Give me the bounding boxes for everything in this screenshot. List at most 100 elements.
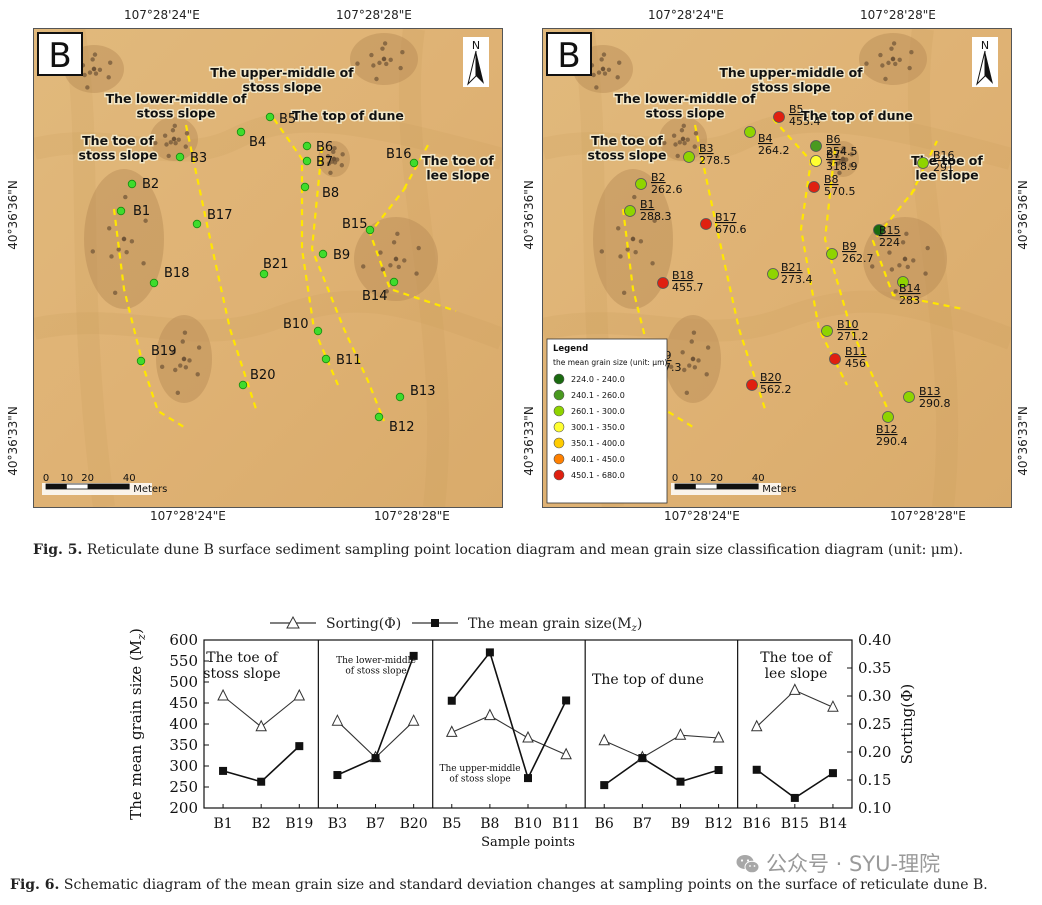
- fig5-right-lat-1: 40°36'36"N: [521, 180, 536, 250]
- dune-ridge: [63, 29, 115, 507]
- shrub-dot: [182, 330, 188, 335]
- sample-point-b5: [265, 112, 275, 122]
- legend-sorting-text: Sorting(Φ): [326, 616, 401, 632]
- x-axis-label: Sample points: [481, 835, 575, 850]
- mz-point-16: [828, 769, 837, 778]
- point-label-b16: B16: [386, 147, 411, 162]
- x-tick-label: B7: [633, 816, 652, 832]
- fig6-caption-text: Schematic diagram of the mean grain size…: [63, 877, 988, 893]
- x-tick-label: B10: [514, 816, 542, 832]
- sample-point-b15: [873, 224, 885, 236]
- point-label-b11: B11: [336, 353, 361, 368]
- mz-point-5: [409, 651, 418, 660]
- x-tick-label: B3: [328, 816, 347, 832]
- legend-range: 450.1 - 680.0: [571, 471, 625, 480]
- shrub-dot: [97, 67, 103, 72]
- point-label-b11: B11: [845, 345, 867, 358]
- shrub-dot: [638, 239, 644, 244]
- x-tick-label: B16: [743, 816, 771, 832]
- sample-point-b17: [192, 219, 202, 229]
- shrub-dot: [183, 365, 189, 370]
- point-label-b13: B13: [919, 385, 941, 398]
- zone-label: The upper-middle of stoss slope: [719, 65, 863, 94]
- shrub-dot: [843, 157, 849, 162]
- left-tick-label: 450: [169, 694, 198, 712]
- shrub-dot: [196, 345, 202, 350]
- shrub-dot: [691, 330, 697, 335]
- sample-point-b11: [829, 353, 841, 365]
- point-label-b3: B3: [190, 151, 207, 166]
- shrub-dot: [880, 63, 885, 68]
- right-tick-label: 0.35: [858, 659, 891, 677]
- point-label-b17: B17: [207, 208, 232, 223]
- point-label-b2: B2: [651, 171, 666, 184]
- left-tick-label: 300: [169, 757, 198, 775]
- legend-swatch: [553, 405, 565, 417]
- shrub-dot: [82, 72, 87, 78]
- fig6-chart: Sorting(Φ) The mean grain size(Mz) 200 25…: [127, 615, 916, 850]
- shrub-dot: [704, 372, 709, 377]
- point-label-b10: B10: [837, 318, 859, 331]
- shrub-dot: [630, 236, 636, 242]
- legend-sorting-marker: [286, 615, 300, 629]
- shrub-dot: [374, 76, 379, 82]
- shrub-dot: [369, 52, 374, 58]
- shrub-dot: [355, 61, 360, 66]
- shrub-dot: [112, 290, 118, 296]
- x-tick-label: B11: [552, 816, 580, 832]
- shrub-dot: [834, 154, 840, 159]
- fig5-right-lat-r2: 40°36'33"N: [1015, 406, 1030, 476]
- point-label-b21: B21: [263, 257, 288, 272]
- sample-point-b20: [746, 379, 758, 391]
- shrub-dot: [92, 52, 98, 57]
- point-value-b4: 264.2: [758, 144, 790, 157]
- shrub-dot: [361, 264, 366, 269]
- sample-point-b10: [821, 325, 833, 337]
- wechat-icon: [736, 854, 760, 874]
- mz-point-13: [714, 766, 723, 775]
- scale-tick-label: 40: [123, 473, 136, 484]
- shrub-dot: [897, 57, 902, 63]
- shrub-dot: [171, 350, 176, 355]
- sorting-point-2: [293, 688, 306, 701]
- shrub-dot: [164, 142, 169, 147]
- legend-range: 400.1 - 450.0: [571, 455, 625, 464]
- fig6-caption: Fig. 6. Schematic diagram of the mean gr…: [10, 877, 988, 893]
- point-label-b15: B15: [879, 224, 901, 237]
- legend-range: 224.0 - 240.0: [571, 375, 625, 384]
- shrub-dot: [870, 264, 875, 269]
- mz-point-10: [600, 781, 609, 790]
- point-label-b6: B6: [316, 140, 333, 155]
- zone-label: The toe of lee slope: [422, 153, 494, 182]
- mz-line: [603, 757, 719, 786]
- scale-tick-label: 10: [689, 473, 702, 484]
- shrub-dot: [692, 365, 698, 370]
- sample-point-b12: [882, 411, 894, 423]
- shrub-dot: [107, 226, 112, 231]
- scale-bar-seg1: [675, 484, 696, 489]
- sample-point-b13: [395, 392, 405, 402]
- scale-unit: Meters: [133, 484, 167, 495]
- point-label-b12: B12: [389, 420, 414, 435]
- shrub-dot: [889, 267, 895, 272]
- shrub-dot: [416, 245, 421, 251]
- sorting-point-0: [217, 688, 229, 701]
- shrub-dot: [402, 258, 407, 263]
- point-label-b1: B1: [640, 198, 655, 211]
- scale-tick-label: 0: [672, 473, 678, 484]
- sample-point-b7: [302, 156, 312, 166]
- point-value-b12: 290.4: [876, 435, 908, 448]
- sorting-line: [756, 689, 834, 728]
- x-tick-label: B8: [480, 816, 499, 832]
- shrub-dot: [591, 72, 596, 78]
- shrub-dot: [687, 363, 692, 368]
- zone-dashed-line: [403, 144, 429, 190]
- shrub-dot: [682, 367, 687, 373]
- mz-point-1: [257, 777, 266, 786]
- fig5-caption: Fig. 5. Reticulate dune B surface sedime…: [33, 542, 963, 558]
- shrub-dot: [679, 128, 685, 133]
- point-label-b8: B8: [322, 186, 339, 201]
- point-value-b18: 455.7: [672, 281, 704, 294]
- sorting-point-6: [445, 725, 458, 737]
- mz-line: [756, 769, 834, 799]
